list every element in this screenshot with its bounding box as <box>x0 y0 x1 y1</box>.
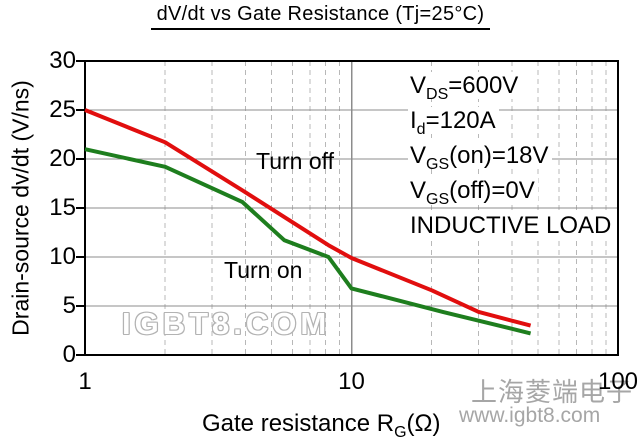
watermark-company: 上海菱端电子 <box>471 377 634 407</box>
condition-line: VGS(on)=18V <box>408 138 614 173</box>
y-tick-label: 30 <box>49 47 76 74</box>
y-tick-label: 15 <box>49 194 76 221</box>
turn-off-curve <box>84 108 532 328</box>
conditions-box: VDS=600V Id=120A VGS(on)=18V VGS(off)=0V IND… <box>408 68 615 243</box>
chart-title-row: dV/dt vs Gate Resistance (Tj=25°C) <box>0 3 641 30</box>
condition-line: INDUCTIVE LOAD <box>408 208 615 243</box>
y-tick-label: 5 <box>62 292 76 319</box>
y-tick-label: 25 <box>49 96 76 123</box>
x-axis-label: Gate resistance RG(Ω) <box>202 410 441 441</box>
condition-line: VDS=600V <box>408 68 614 103</box>
watermark-site: www.igbt8.com <box>459 404 601 427</box>
chart-title: dV/dt vs Gate Resistance (Tj=25°C) <box>150 3 491 30</box>
y-axis-label: Drain-source dv/dt (V/ns) <box>7 80 34 336</box>
condition-line: VGS(off)=0V <box>408 173 614 208</box>
y-tick-label: 20 <box>49 145 76 172</box>
watermark-igbt8: IGBT8.COM <box>122 306 331 341</box>
series-label-turn-on: Turn on <box>224 257 303 283</box>
y-tick-label: 10 <box>49 243 76 270</box>
x-tick-label: 10 <box>338 368 365 395</box>
condition-line: Id=120A <box>408 103 614 138</box>
turn-on-curve <box>84 147 532 336</box>
y-tick-label: 0 <box>62 341 76 368</box>
x-tick-label: 1 <box>78 368 92 395</box>
series-label-turn-off: Turn off <box>256 148 334 174</box>
y-axis-ticks <box>76 60 85 356</box>
x-tick-label: 100 <box>597 368 639 395</box>
